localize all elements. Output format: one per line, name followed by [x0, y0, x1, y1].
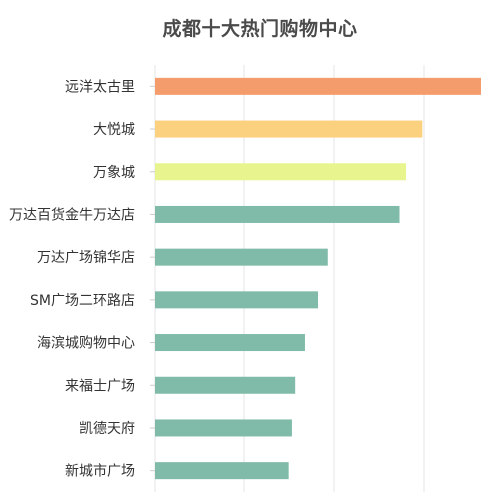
bar [155, 205, 400, 223]
category-label: SM广场二环路店 [30, 293, 135, 309]
category-label: 万达广场锦华店 [37, 249, 135, 266]
bar-layer [155, 77, 481, 480]
bar [155, 334, 305, 352]
category-label: 万象城 [93, 165, 135, 181]
category-label: 远洋太古里 [65, 79, 135, 95]
bar [155, 419, 292, 437]
bar [155, 163, 407, 181]
category-label: 来福士广场 [65, 378, 135, 394]
bar [155, 462, 289, 480]
category-label: 凯德天府 [79, 421, 135, 437]
bar [155, 291, 318, 309]
bar [155, 376, 296, 394]
bar [155, 248, 328, 266]
category-label: 大悦城 [93, 122, 135, 138]
category-label: 万达百货金牛万达店 [9, 206, 135, 223]
bar [155, 120, 423, 138]
category-label: 海滨城购物中心 [37, 336, 135, 352]
category-label: 新城市广场 [65, 463, 135, 480]
bar [155, 77, 481, 95]
chart-title: 成都十大热门购物中心 [162, 18, 358, 40]
